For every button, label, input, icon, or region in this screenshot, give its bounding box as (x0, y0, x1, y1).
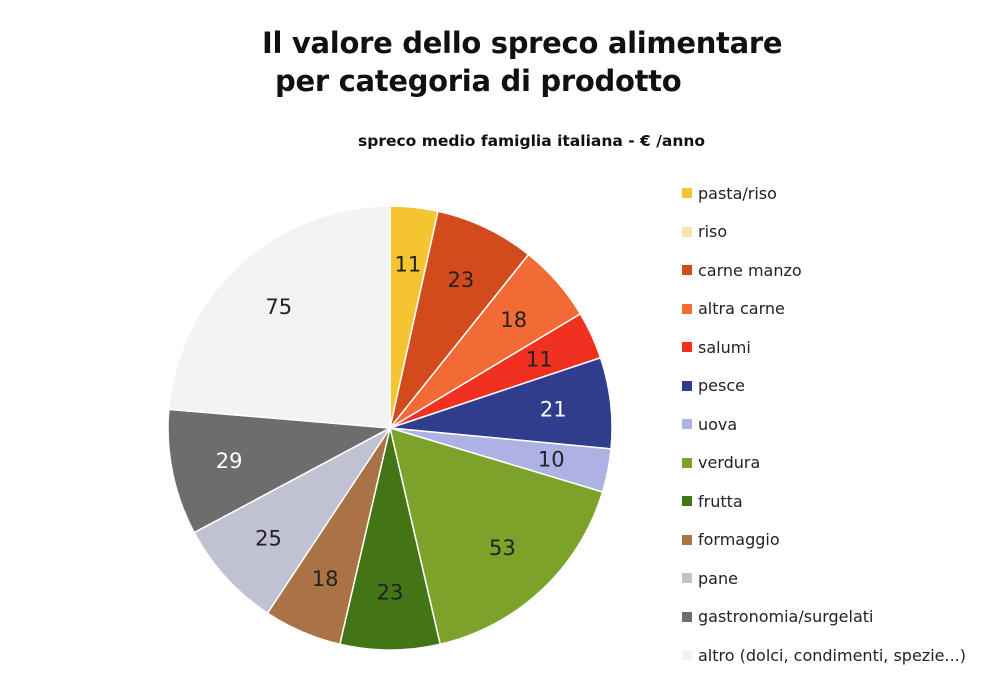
legend-swatch (682, 188, 692, 199)
chart-subtitle: spreco medio famiglia italiana - € /anno (358, 132, 706, 150)
legend-swatch (682, 380, 692, 391)
legend-label: formaggio (698, 530, 780, 550)
legend-item-verdura: verdura (682, 444, 966, 483)
pie-data-labels: 11 23 18 11 21 10 53 23 18 25 29 75 (216, 253, 567, 605)
data-label-pasta-riso: 11 (395, 253, 422, 277)
legend-label: uova (698, 414, 738, 434)
legend-swatch (682, 650, 692, 661)
legend-label: salumi (698, 337, 751, 357)
chart-title-line-1: Il valore dello spreco alimentare (262, 26, 783, 60)
legend-item-frutta: frutta (682, 482, 966, 521)
pie-slice-gastronomia-surgelati (167, 408, 393, 534)
pie-slice-pane (193, 427, 391, 615)
pie-slice-verdura (388, 426, 604, 646)
data-label-altra-carne: 18 (500, 308, 527, 332)
pie-slice-carne-manzo (389, 210, 530, 429)
data-label-gastronomia-surgelati: 29 (216, 449, 243, 473)
data-label-verdura: 53 (489, 536, 516, 560)
legend-label: pesce (698, 376, 745, 396)
legend-item-pesce: pesce (682, 367, 966, 406)
data-label-pane: 25 (255, 527, 282, 551)
pie-slice-altro-dolci-condimenti-spezie (167, 205, 391, 429)
legend-label: pane (698, 568, 738, 588)
legend-swatch (682, 573, 692, 584)
data-label-salumi: 11 (526, 347, 553, 371)
legend-item-carne-manzo: carne manzo (682, 251, 966, 290)
data-label-formaggio: 18 (312, 567, 339, 591)
legend-label: altra carne (698, 299, 785, 319)
data-label-pesce: 21 (540, 397, 567, 421)
chart-title-line-2: per categoria di prodotto (275, 64, 682, 98)
data-label-carne-manzo: 23 (448, 268, 475, 292)
legend-label: verdura (698, 453, 761, 473)
chart-title: Il valore dello spreco alimentare per ca… (230, 24, 790, 100)
legend-item-altra-carne: altra carne (682, 290, 966, 329)
legend-swatch (682, 496, 692, 507)
pie-slice-frutta (338, 427, 442, 651)
legend-label: gastronomia/surgelati (698, 607, 874, 627)
legend-label: altro (dolci, condimenti, spezie...) (698, 645, 966, 665)
legend-swatch (682, 419, 692, 430)
data-label-altro-dolci-condimenti-spezie: 75 (265, 295, 292, 319)
pie-slices (167, 205, 613, 651)
legend-swatch (682, 265, 692, 276)
legend-item-salumi: salumi (682, 328, 966, 367)
data-label-frutta: 23 (377, 580, 404, 604)
legend-swatch (682, 342, 692, 353)
legend-swatch (682, 534, 692, 545)
legend-swatch (682, 303, 692, 314)
legend-item-pasta-riso: pasta/riso (682, 174, 966, 213)
chart-legend: pasta/riso riso carne manzo altra carne salu… (682, 174, 966, 675)
legend-swatch (682, 611, 692, 622)
legend-item-uova: uova (682, 405, 966, 444)
legend-label: pasta/riso (698, 183, 777, 203)
legend-item-altro-dolci-condimenti-spezie: altro (dolci, condimenti, spezie...) (682, 636, 966, 675)
legend-label: riso (698, 222, 728, 242)
legend-item-formaggio: formaggio (682, 521, 966, 560)
legend-item-gastronomia-surgelati: gastronomia/surgelati (682, 598, 966, 637)
legend-item-riso: riso (682, 213, 966, 252)
legend-label: carne manzo (698, 260, 802, 280)
legend-label: frutta (698, 491, 743, 511)
data-label-uova: 10 (538, 448, 565, 472)
legend-swatch (682, 226, 692, 237)
legend-item-pane: pane (682, 559, 966, 598)
legend-swatch (682, 457, 692, 468)
